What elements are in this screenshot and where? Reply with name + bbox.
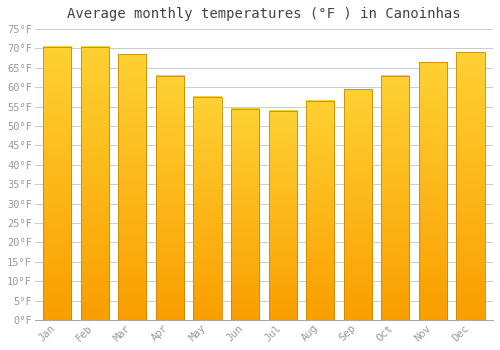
Bar (268, 111, 297, 320)
Bar (419, 62, 447, 320)
Bar (344, 89, 372, 320)
Bar (80, 47, 109, 320)
Title: Average monthly temperatures (°F ) in Canoinhas: Average monthly temperatures (°F ) in Ca… (67, 7, 460, 21)
Bar (306, 101, 334, 320)
Bar (231, 108, 259, 320)
Bar (43, 47, 72, 320)
Bar (194, 97, 222, 320)
Bar (456, 52, 484, 320)
Bar (156, 76, 184, 320)
Bar (118, 54, 146, 320)
Bar (382, 76, 409, 320)
